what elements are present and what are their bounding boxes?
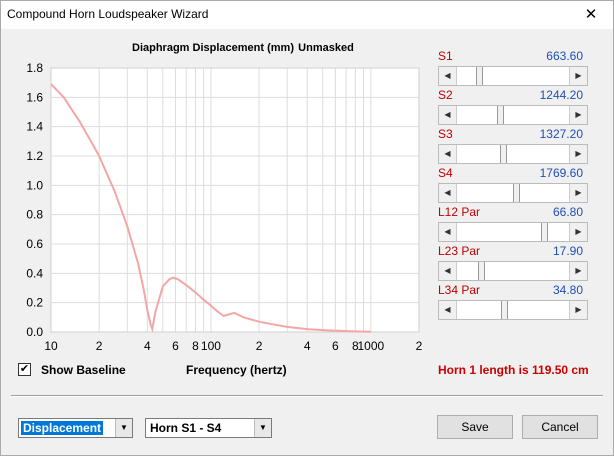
scrollbar-slider[interactable]: ◀ ▶	[438, 66, 588, 86]
slider-label: L34 Par	[438, 283, 481, 297]
slider-value: 17.90	[552, 244, 583, 258]
slider-thumb[interactable]	[478, 262, 485, 280]
x-tick-label: 100	[201, 339, 221, 353]
chevron-right-icon[interactable]: ▶	[569, 223, 587, 241]
slider-label: S2	[438, 88, 453, 102]
save-button-label: Save	[461, 420, 489, 434]
slider-label: S1	[438, 49, 453, 63]
slider-value: 66.80	[552, 205, 583, 219]
chevron-left-icon[interactable]: ◀	[439, 67, 457, 85]
slider-value: 1769.60	[539, 166, 583, 180]
plot-type-select[interactable]: Displacement ▼	[18, 418, 133, 438]
y-tick-label: 1.0	[26, 178, 43, 192]
chevron-left-icon[interactable]: ◀	[439, 262, 457, 280]
y-tick-label: 1.4	[26, 120, 43, 134]
scrollbar-slider[interactable]: ◀ ▶	[438, 261, 588, 281]
chevron-right-icon[interactable]: ▶	[569, 145, 587, 163]
chevron-left-icon[interactable]: ◀	[439, 301, 457, 319]
x-tick-label: 2	[96, 339, 103, 353]
chevron-left-icon[interactable]: ◀	[439, 184, 457, 202]
chart-subtitle: Unmasked	[298, 42, 354, 54]
title-bar: Compound Horn Loudspeaker Wizard ✕	[1, 1, 613, 29]
chevron-left-icon[interactable]: ◀	[439, 106, 457, 124]
y-tick-label: 1.8	[26, 61, 43, 75]
y-tick-label: 0.0	[26, 325, 43, 339]
slider-thumb[interactable]	[500, 145, 508, 163]
chevron-left-icon[interactable]: ◀	[439, 145, 457, 163]
horn-length-text: Horn 1 length is 119.50 cm	[438, 363, 589, 377]
slider-thumb[interactable]	[475, 67, 483, 85]
chevron-down-icon[interactable]: ▼	[254, 419, 271, 437]
series-line	[50, 83, 371, 333]
scrollbar-slider[interactable]: ◀ ▶	[438, 300, 588, 320]
y-tick-label: 1.6	[26, 90, 43, 104]
close-icon[interactable]: ✕	[584, 6, 598, 23]
scrollbar-slider[interactable]: ◀ ▶	[438, 105, 588, 125]
slider-label: S3	[438, 127, 453, 141]
window-title: Compound Horn Loudspeaker Wizard	[7, 7, 209, 21]
chart-title: Diaphragm Displacement (mm)	[132, 42, 294, 54]
show-baseline-label[interactable]: Show Baseline	[41, 363, 126, 377]
slider-label: L12 Par	[438, 205, 481, 219]
plot-area	[50, 67, 420, 333]
x-tick-label: 1000	[358, 339, 385, 353]
chevron-right-icon[interactable]: ▶	[569, 184, 587, 202]
x-tick-label: 4	[144, 339, 151, 353]
chevron-left-icon[interactable]: ◀	[439, 223, 457, 241]
y-tick-label: 0.2	[26, 296, 43, 310]
x-tick-label: 10	[44, 339, 58, 353]
chevron-right-icon[interactable]: ▶	[569, 106, 587, 124]
separator	[11, 395, 603, 397]
y-tick-label: 1.2	[26, 149, 43, 163]
x-tick-label: 8	[352, 339, 359, 353]
scrollbar-slider[interactable]: ◀ ▶	[438, 144, 588, 164]
displacement-chart: Diaphragm Displacement (mm) Unmasked 0.0…	[26, 42, 423, 353]
chevron-right-icon[interactable]: ▶	[569, 301, 587, 319]
slider-thumb[interactable]	[541, 223, 548, 241]
chevron-right-icon[interactable]: ▶	[569, 262, 587, 280]
chevron-down-icon[interactable]: ▼	[115, 419, 132, 437]
scrollbar-slider[interactable]: ◀ ▶	[438, 183, 588, 203]
y-tick-label: 0.4	[26, 266, 43, 280]
x-axis-label: Frequency (hertz)	[186, 363, 287, 377]
cancel-button[interactable]: Cancel	[522, 415, 598, 439]
x-tick-label: 4	[304, 339, 311, 353]
y-tick-label: 0.8	[26, 208, 43, 222]
y-tick-label: 0.6	[26, 237, 43, 251]
show-baseline-checkbox[interactable]: ✔	[18, 363, 31, 376]
slider-thumb[interactable]	[501, 301, 509, 319]
horn-select[interactable]: Horn S1 - S4 ▼	[145, 418, 272, 438]
slider-label: S4	[438, 166, 453, 180]
slider-thumb[interactable]	[496, 106, 504, 124]
x-tick-label: 8	[192, 339, 199, 353]
slider-thumb[interactable]	[512, 184, 520, 202]
horn-select-value: Horn S1 - S4	[150, 421, 222, 435]
slider-value: 1244.20	[539, 88, 583, 102]
x-tick-label: 6	[172, 339, 179, 353]
plot-type-value: Displacement	[21, 421, 104, 435]
x-tick-label: 2	[416, 339, 423, 353]
slider-value: 663.60	[546, 49, 583, 63]
slider-value: 34.80	[552, 283, 583, 297]
chevron-right-icon[interactable]: ▶	[569, 67, 587, 85]
slider-value: 1327.20	[539, 127, 583, 141]
cancel-button-label: Cancel	[541, 420, 579, 434]
x-tick-label: 2	[256, 339, 263, 353]
save-button[interactable]: Save	[437, 415, 513, 439]
scrollbar-slider[interactable]: ◀ ▶	[438, 222, 588, 242]
slider-label: L23 Par	[438, 244, 481, 258]
x-tick-label: 6	[332, 339, 339, 353]
